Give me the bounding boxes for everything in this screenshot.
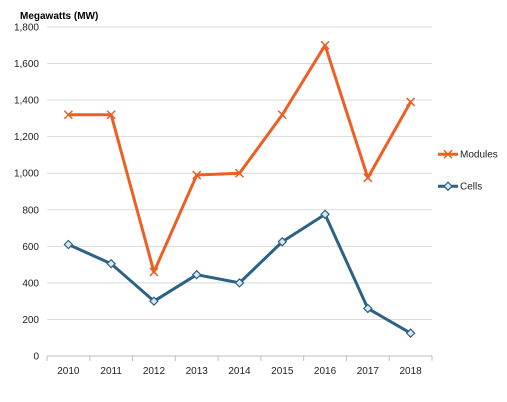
x-tick-label: 2018 — [399, 366, 422, 377]
y-tick-label: 1,800 — [14, 23, 39, 34]
legend-label-modules: Modules — [460, 150, 498, 161]
x-tick-label: 2011 — [100, 366, 122, 377]
data-point-modules — [63, 110, 73, 120]
legend: Modules Cells — [438, 149, 498, 193]
data-point-modules-stroke — [277, 110, 287, 120]
data-point-cells — [149, 296, 159, 307]
data-point-cells — [63, 239, 74, 250]
y-tick-label: 600 — [22, 242, 39, 253]
x-tick-label: 2010 — [57, 366, 80, 377]
data-point-modules-stroke — [406, 97, 416, 107]
x-tick-label: 2014 — [228, 366, 251, 377]
axes: 0 200 400 600 800 1,000 1,200 1,400 1,600 1,800 20… — [14, 23, 433, 377]
data-point-cells — [405, 328, 416, 339]
y-tick-label: 400 — [22, 278, 39, 289]
y-tick-label: 200 — [22, 315, 39, 326]
y-tick-label: 800 — [22, 205, 39, 216]
data-point-modules — [277, 110, 287, 120]
series-line-cells — [67, 212, 412, 335]
y-tick-label: 1,000 — [14, 169, 39, 180]
data-point-modules — [363, 173, 373, 183]
y-tick-label: 1,200 — [14, 132, 39, 143]
data-point-modules-stroke — [149, 267, 159, 277]
data-point-modules — [192, 170, 202, 180]
x-tick-label: 2016 — [314, 366, 337, 377]
data-point-modules-stroke — [234, 168, 245, 178]
data-point-modules — [149, 267, 159, 277]
y-tick-label: 0 — [33, 352, 39, 363]
data-point-modules — [234, 168, 245, 178]
data-point-cells — [320, 209, 330, 220]
data-point-modules-stroke — [192, 170, 202, 180]
data-point-modules — [406, 97, 416, 107]
x-tick-label: 2012 — [143, 366, 166, 377]
x-tick-label: 2017 — [357, 366, 380, 377]
data-point-modules-stroke — [320, 40, 330, 50]
data-point-cells — [191, 269, 202, 280]
series-line-modules — [68, 43, 412, 274]
data-point-cells — [234, 278, 245, 288]
data-point-modules — [320, 40, 330, 50]
y-tick-label: 1,600 — [14, 59, 39, 70]
x-tick-label: 2015 — [271, 366, 294, 377]
legend-label-cells: Cells — [460, 182, 482, 193]
x-tick-label: 2013 — [186, 366, 209, 377]
data-point-modules-stroke — [363, 173, 373, 183]
series-layer — [63, 40, 416, 339]
data-point-modules-stroke — [63, 110, 73, 120]
data-point-cells — [362, 303, 373, 314]
data-point-cells — [106, 258, 117, 269]
legend-marker-cells — [443, 181, 453, 192]
legend-marker-modules-stroke — [443, 149, 453, 159]
legend-marker-modules — [443, 149, 453, 159]
data-point-modules-stroke — [106, 110, 116, 120]
data-point-cells — [277, 236, 288, 247]
y-axis-title: Megawatts (MW) — [20, 11, 98, 22]
data-point-modules — [106, 110, 116, 120]
y-tick-label: 1,400 — [14, 96, 39, 107]
